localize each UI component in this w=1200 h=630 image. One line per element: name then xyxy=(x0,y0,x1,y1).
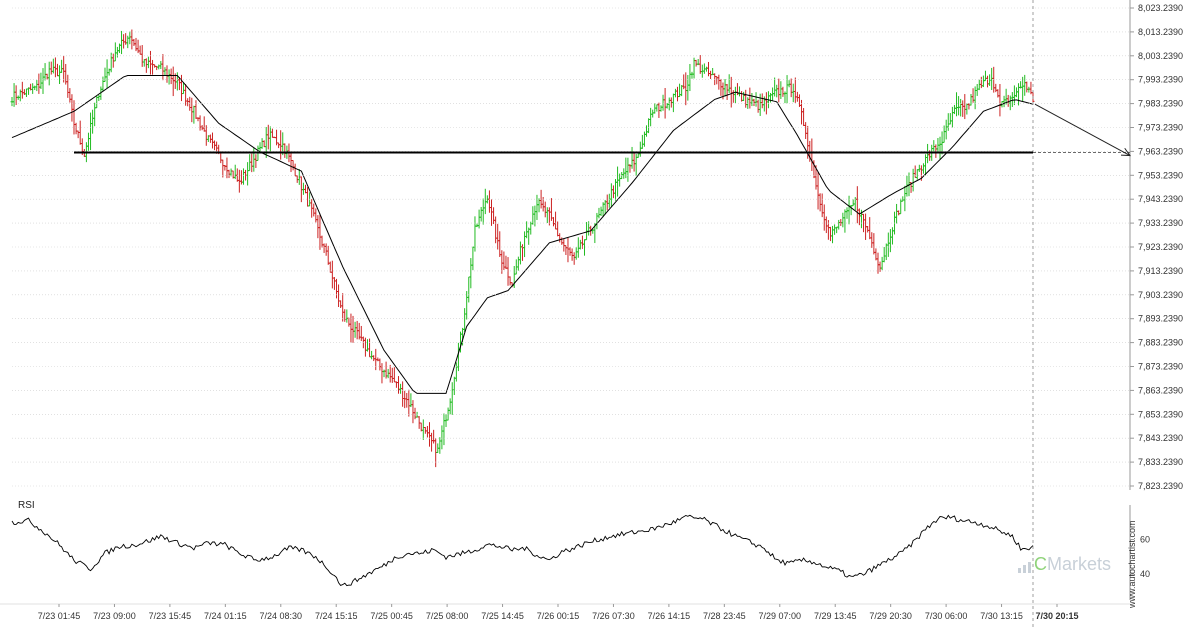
brand-accent: C xyxy=(1034,554,1047,574)
brand-logo-bar xyxy=(1023,565,1026,573)
watermark-text: www.autochartist.com xyxy=(1127,520,1137,609)
x-tick-label: 7/29 20:30 xyxy=(869,611,912,621)
y-tick-label: 7,873.2390 xyxy=(1138,362,1183,372)
x-tick-label: 7/30 20:15 xyxy=(1035,611,1078,621)
y-tick-label: 7,853.2390 xyxy=(1138,409,1183,419)
y-tick-label: 7,833.2390 xyxy=(1138,457,1183,467)
y-tick-label: 7,993.2390 xyxy=(1138,75,1183,85)
price-plot xyxy=(10,29,1035,468)
y-tick-label: 7,933.2390 xyxy=(1138,218,1183,228)
rsi-tick-label: 40 xyxy=(1140,569,1150,579)
y-tick-label: 7,983.2390 xyxy=(1138,99,1183,109)
y-tick-label: 7,903.2390 xyxy=(1138,290,1183,300)
y-tick-label: 7,843.2390 xyxy=(1138,433,1183,443)
y-tick-label: 7,823.2390 xyxy=(1138,481,1183,491)
brand-name: Markets xyxy=(1047,554,1111,574)
x-tick-label: 7/28 23:45 xyxy=(703,611,746,621)
y-tick-label: 7,953.2390 xyxy=(1138,170,1183,180)
x-tick-label: 7/26 14:15 xyxy=(648,611,691,621)
brand-logo-bar xyxy=(1018,568,1021,573)
brand-logo-bar xyxy=(1028,562,1031,573)
x-tick-label: 7/23 09:00 xyxy=(93,611,136,621)
y-tick-label: 7,943.2390 xyxy=(1138,194,1183,204)
brand-logo: CMarkets xyxy=(1018,554,1111,574)
x-tick-label: 7/23 01:45 xyxy=(38,611,81,621)
x-tick-label: 7/30 13:15 xyxy=(980,611,1023,621)
overlays: CMarkets www.autochartist.com xyxy=(74,0,1137,630)
x-tick-label: 7/24 08:30 xyxy=(260,611,303,621)
axes: 8,023.2390 8,013.2390 8,003.2390 7,993.2390… xyxy=(0,0,1183,621)
moving-average-line xyxy=(11,75,1034,394)
y-tick-label: 7,913.2390 xyxy=(1138,266,1183,276)
brand-text: CMarkets xyxy=(1034,554,1111,574)
y-tick-label: 7,923.2390 xyxy=(1138,242,1183,252)
y-tick-label: 7,863.2390 xyxy=(1138,385,1183,395)
y-tick-label: 7,973.2390 xyxy=(1138,123,1183,133)
x-tick-label: 7/26 07:30 xyxy=(592,611,635,621)
x-tick-label: 7/24 01:15 xyxy=(204,611,247,621)
y-tick-label: 8,013.2390 xyxy=(1138,27,1183,37)
x-tick-label: 7/29 07:00 xyxy=(759,611,802,621)
x-tick-label: 7/26 00:15 xyxy=(537,611,580,621)
rsi-line xyxy=(11,514,1034,587)
rsi-tick-label: 60 xyxy=(1140,535,1150,545)
y-tick-label: 7,893.2390 xyxy=(1138,314,1183,324)
x-tick-label: 7/23 15:45 xyxy=(149,611,192,621)
y-tick-label: 7,963.2390 xyxy=(1138,146,1183,156)
x-tick-label: 7/29 13:45 xyxy=(814,611,857,621)
forecast-arrow-head xyxy=(1120,147,1132,157)
x-tick-label: 7/25 14:45 xyxy=(481,611,524,621)
x-tick-label: 7/24 15:15 xyxy=(315,611,358,621)
y-tick-label: 7,883.2390 xyxy=(1138,338,1183,348)
forecast-arrow-shaft xyxy=(1034,103,1131,156)
x-tick-label: 7/25 08:00 xyxy=(426,611,469,621)
y-tick-label: 8,003.2390 xyxy=(1138,51,1183,61)
x-tick-label: 7/30 06:00 xyxy=(925,611,968,621)
rsi-plot xyxy=(11,514,1034,587)
rsi-title: RSI xyxy=(18,500,35,511)
x-tick-label: 7/25 00:45 xyxy=(370,611,413,621)
y-tick-label: 8,023.2390 xyxy=(1138,3,1183,13)
